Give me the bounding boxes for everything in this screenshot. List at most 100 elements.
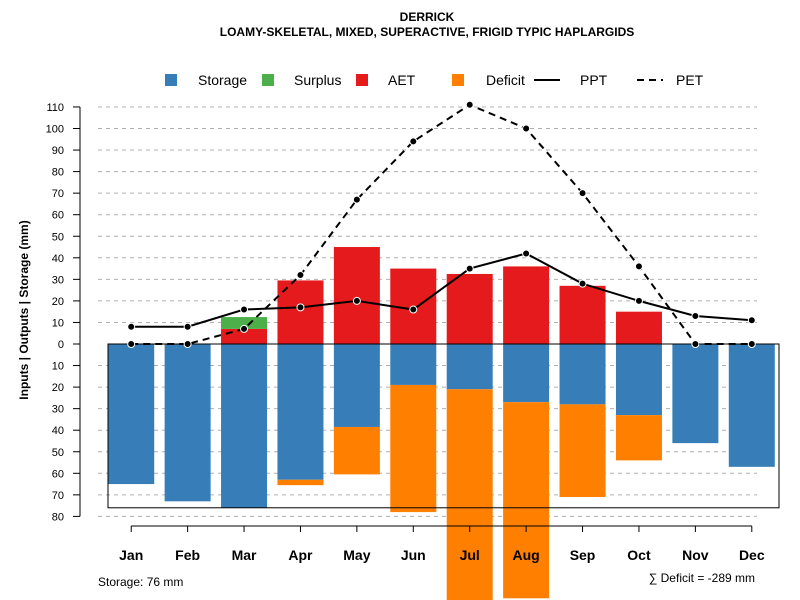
deficit-bar: [446, 389, 493, 600]
legend-swatch-surplus: [262, 74, 274, 86]
pet-point: [296, 271, 305, 280]
storage-bar: [277, 344, 324, 480]
pet-point: [747, 340, 756, 348]
legend-label-surplus: Surplus: [294, 72, 341, 88]
y-tick-label: 20: [52, 296, 64, 308]
pet-point: [352, 195, 361, 204]
storage-bar: [390, 344, 437, 385]
pet-point: [409, 137, 418, 146]
ppt-point: [296, 303, 305, 312]
deficit-bar: [503, 402, 550, 599]
legend-label-pet: PET: [676, 72, 704, 88]
x-tick-label: Jul: [460, 547, 480, 563]
y-tick-label: 40: [52, 425, 64, 437]
y-tick-label: 90: [52, 145, 64, 157]
y-tick-label: 110: [46, 102, 64, 114]
x-tick-label: Dec: [739, 547, 765, 563]
ppt-point: [691, 311, 700, 320]
chart-title: DERRICK: [400, 10, 455, 24]
pet-point: [240, 324, 249, 333]
y-tick-label: 50: [52, 231, 64, 243]
storage-bar: [503, 344, 550, 403]
y-tick-label: 70: [52, 490, 64, 502]
storage-bar: [559, 344, 606, 405]
x-tick-label: Mar: [232, 547, 257, 563]
pet-point: [183, 340, 192, 348]
ppt-point: [409, 305, 418, 314]
pet-point: [127, 340, 136, 348]
x-axis: Jan Feb Mar Apr May Jun Jul Aug Sep Oct Nov Dec: [119, 525, 765, 563]
storage-bar: [221, 344, 268, 508]
pet-point: [465, 100, 474, 109]
ppt-point: [352, 296, 361, 305]
aet-bar: [559, 285, 606, 344]
deficit-bar: [559, 404, 606, 498]
legend: Storage Surplus AET Deficit PPT PET: [165, 72, 704, 88]
x-tick-label: Sep: [570, 547, 596, 563]
storage-footnote: Storage: 76 mm: [98, 575, 183, 589]
storage-bar: [446, 344, 493, 390]
deficit-bar: [277, 479, 324, 486]
aet-bar: [446, 273, 493, 344]
pet-line: [131, 103, 752, 345]
legend-swatch-deficit: [452, 74, 464, 86]
deficit-footnote: ∑ Deficit = -289 mm: [649, 571, 755, 585]
y-tick-label: 0: [58, 339, 64, 351]
x-tick-label: Jan: [119, 547, 143, 563]
ppt-point: [183, 322, 192, 331]
storage-bar: [615, 344, 662, 416]
y-tick-label: 60: [52, 210, 64, 222]
chart-subtitle: LOAMY-SKELETAL, MIXED, SUPERACTIVE, FRIG…: [220, 25, 634, 39]
y-tick-label: 80: [52, 167, 64, 179]
ppt-point: [747, 316, 756, 325]
legend-label-storage: Storage: [198, 72, 247, 88]
deficit-bar: [615, 415, 662, 461]
aet-bar: [333, 247, 380, 344]
storage-bar: [108, 344, 155, 485]
x-tick-label: Nov: [682, 547, 709, 563]
y-tick-label: 40: [52, 253, 64, 265]
storage-bar: [333, 344, 380, 427]
legend-swatch-aet: [356, 74, 368, 86]
y-tick-label: 20: [52, 382, 64, 394]
legend-label-ppt: PPT: [580, 72, 608, 88]
x-tick-label: May: [343, 547, 370, 563]
y-tick-label: 60: [52, 468, 64, 480]
pet-point: [691, 340, 700, 348]
y-tick-label: 10: [52, 317, 64, 329]
pet-point: [522, 124, 531, 133]
ppt-point: [240, 305, 249, 314]
storage-bar: [728, 344, 775, 467]
storage-frame: [107, 343, 780, 509]
y-tick-label: 50: [52, 447, 64, 459]
y-tick-label: 30: [52, 274, 64, 286]
x-tick-label: Oct: [627, 547, 651, 563]
y-tick-label: 70: [52, 188, 64, 200]
ppt-point: [127, 322, 136, 331]
x-tick-label: Jun: [401, 547, 426, 563]
ppt-point: [578, 279, 587, 288]
x-tick-label: Feb: [175, 547, 200, 563]
aet-bar: [615, 311, 662, 344]
legend-label-deficit: Deficit: [486, 72, 525, 88]
deficit-bar: [333, 426, 380, 475]
pet-point: [634, 262, 643, 271]
x-tick-label: Aug: [513, 547, 540, 563]
surplus-bar: [221, 317, 268, 329]
ppt-point: [634, 296, 643, 305]
y-tick-label: 100: [46, 124, 64, 136]
legend-swatch-storage: [165, 74, 177, 86]
y-tick-label: 80: [52, 511, 64, 523]
pet-point: [578, 189, 587, 198]
aet-bar: [503, 266, 550, 344]
ppt-line: [131, 252, 752, 328]
y-tick-label: 30: [52, 404, 64, 416]
bars: [108, 247, 775, 600]
y-axis: 8070605040302010010203040506070809010011…: [46, 102, 81, 523]
y-axis-label: Inputs | Outputs | Storage (mm): [17, 220, 31, 399]
x-tick-label: Apr: [288, 547, 313, 563]
deficit-bar: [390, 384, 437, 513]
lines: [127, 100, 756, 348]
y-tick-label: 10: [52, 361, 64, 373]
